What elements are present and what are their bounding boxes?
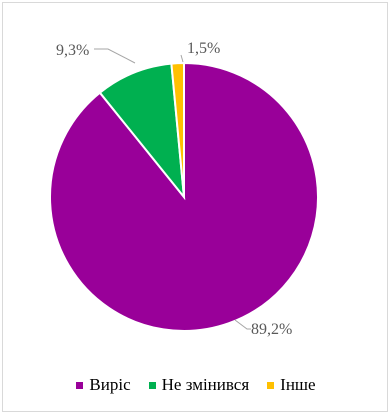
data-label: 9,3% xyxy=(56,42,89,59)
data-label: 1,5% xyxy=(187,40,220,57)
leader-line xyxy=(234,319,251,330)
pie-chart: 89,2% 9,3% 1,5% xyxy=(49,40,319,338)
pie-slice xyxy=(98,62,186,201)
chart-area: 89,2% 9,3% 1,5% Виріс Не змінився Інше xyxy=(2,2,388,412)
legend-label-ne-zminyvsia: Не змінився xyxy=(161,375,250,394)
leader-line xyxy=(180,54,184,63)
legend-swatch-vyris xyxy=(76,381,84,389)
pie-slice xyxy=(170,61,185,198)
legend-label-vyris: Виріс xyxy=(89,375,131,394)
data-label: 89,2% xyxy=(251,321,292,338)
legend-label-inshe: Інше xyxy=(280,375,316,394)
legend-item-inshe: Інше xyxy=(267,375,316,395)
legend-item-ne-zminyvsia: Не змінився xyxy=(148,375,250,395)
legend-swatch-inshe xyxy=(267,381,275,389)
leader-line xyxy=(94,48,136,64)
legend-item-vyris: Виріс xyxy=(76,375,131,395)
legend-swatch-ne-zminyvsia xyxy=(148,381,156,389)
legend: Виріс Не змінився Інше xyxy=(3,375,389,395)
